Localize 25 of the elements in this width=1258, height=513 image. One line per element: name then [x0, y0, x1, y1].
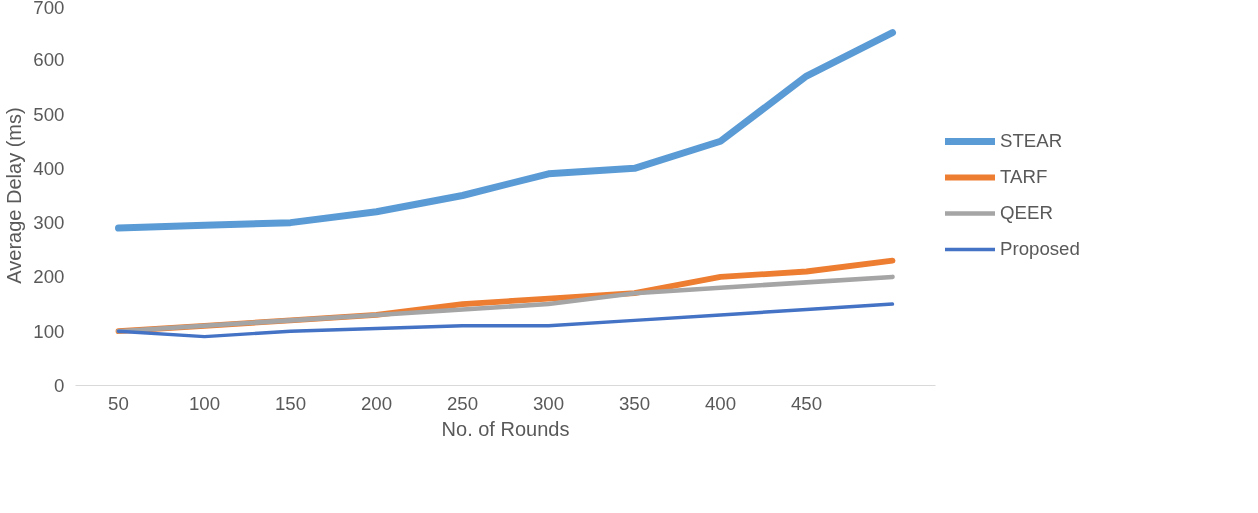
x-axis-title: No. of Rounds [441, 417, 570, 440]
legend-label: STEAR [1000, 130, 1063, 152]
x-tick-label: 50 [108, 392, 129, 414]
legend-label: TARF [1000, 166, 1048, 188]
y-tick-label: 600 [33, 49, 65, 71]
y-tick-label: 300 [33, 212, 65, 234]
x-tick-label: 100 [188, 392, 221, 414]
legend-label: QEER [1000, 202, 1053, 224]
y-tick-label: 200 [33, 266, 65, 288]
x-tick-label: 150 [274, 392, 307, 414]
x-tick-label: 350 [618, 392, 651, 414]
y-tick-label: 400 [33, 157, 65, 179]
x-tick-label: 300 [532, 392, 565, 414]
y-tick-label: 500 [33, 103, 65, 125]
x-tick-label: 200 [360, 392, 393, 414]
y-tick-label: 700 [33, 0, 65, 18]
line-series [116, 274, 895, 334]
legend-label: Proposed [1000, 238, 1080, 260]
x-tick-label: 250 [446, 392, 479, 414]
line-series [116, 302, 895, 339]
y-tick-label: 100 [33, 320, 65, 342]
y-axis-title: Average Delay (ms) [3, 107, 26, 284]
x-tick-label: 400 [704, 392, 737, 414]
x-tick-label: 450 [790, 392, 823, 414]
y-tick-label: 0 [54, 375, 65, 396]
